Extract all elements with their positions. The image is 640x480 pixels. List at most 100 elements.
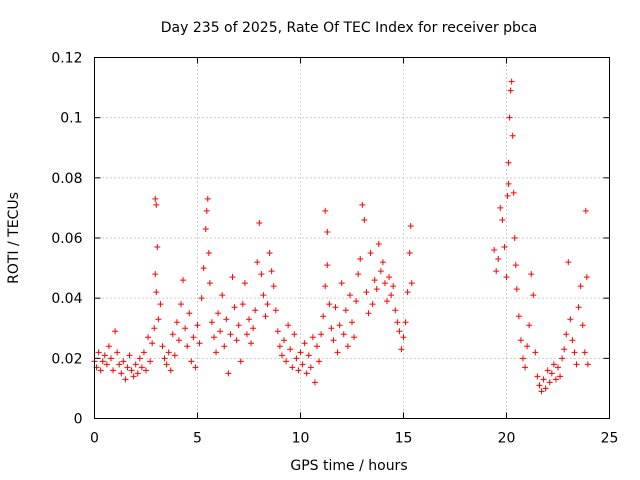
data-point xyxy=(248,340,255,347)
data-point xyxy=(524,343,531,350)
data-point xyxy=(563,331,570,338)
data-point xyxy=(377,268,384,275)
data-point xyxy=(182,325,189,332)
data-point xyxy=(381,280,388,287)
data-point xyxy=(246,316,252,323)
data-point xyxy=(503,274,510,281)
data-point xyxy=(120,358,127,365)
data-point xyxy=(501,244,508,251)
data-point xyxy=(147,358,154,365)
chart-title: Day 235 of 2025, Rate Of TEC Index for r… xyxy=(161,20,537,36)
data-point xyxy=(330,337,337,344)
data-point xyxy=(579,322,586,329)
data-point xyxy=(143,367,149,374)
data-point xyxy=(351,334,358,341)
data-point xyxy=(163,361,170,368)
data-point xyxy=(515,313,522,320)
data-points xyxy=(91,78,591,395)
data-point xyxy=(402,319,409,326)
data-point xyxy=(536,382,543,389)
data-point xyxy=(534,373,541,380)
data-point xyxy=(243,331,250,338)
data-point xyxy=(235,322,242,329)
data-point xyxy=(365,310,372,317)
data-point xyxy=(390,283,397,290)
y-tick-label: 0.08 xyxy=(51,171,82,187)
data-point xyxy=(155,316,162,323)
x-tick-label: 0 xyxy=(90,431,99,447)
data-point xyxy=(303,370,310,377)
data-point xyxy=(361,216,368,223)
data-point xyxy=(367,250,374,257)
data-point xyxy=(575,304,582,311)
grid-lines xyxy=(94,57,610,419)
data-point xyxy=(152,195,159,202)
data-point xyxy=(97,367,104,374)
data-point xyxy=(550,361,557,368)
data-point xyxy=(204,195,211,202)
data-point xyxy=(517,337,524,344)
data-point xyxy=(140,349,147,356)
data-point xyxy=(371,277,378,284)
data-point xyxy=(151,325,158,332)
data-point xyxy=(128,367,135,374)
data-point xyxy=(357,256,364,263)
data-point xyxy=(561,346,568,353)
data-point xyxy=(336,322,343,329)
data-point xyxy=(583,274,590,281)
data-point xyxy=(167,367,174,374)
data-point xyxy=(154,244,161,251)
data-point xyxy=(499,216,506,223)
data-point xyxy=(538,388,545,395)
y-tick-label: 0 xyxy=(74,412,83,428)
data-point xyxy=(349,319,355,326)
data-point xyxy=(567,316,574,323)
data-point xyxy=(145,334,152,341)
data-point xyxy=(258,271,265,278)
data-point xyxy=(188,358,195,365)
data-point xyxy=(190,334,197,341)
data-point xyxy=(239,301,246,308)
data-point xyxy=(344,343,351,350)
data-point xyxy=(493,268,500,275)
data-point xyxy=(186,310,193,317)
tick-labels: 0 5 10 15 20 25 0 0.02 0.04 0.06 0.08 0.1 0.12 xyxy=(51,51,618,447)
data-point xyxy=(512,262,519,269)
data-point xyxy=(161,355,168,362)
data-point xyxy=(233,337,240,344)
data-point xyxy=(116,361,123,368)
y-tick-label: 0.04 xyxy=(51,291,82,307)
data-point xyxy=(577,283,584,290)
data-point xyxy=(159,343,166,350)
data-point xyxy=(254,259,261,266)
data-point xyxy=(175,337,182,344)
data-point xyxy=(555,364,561,371)
data-point xyxy=(507,87,514,94)
data-point xyxy=(342,307,349,314)
data-point xyxy=(295,367,302,374)
data-point xyxy=(200,265,207,272)
data-point xyxy=(305,352,312,359)
data-point xyxy=(318,331,325,338)
data-point xyxy=(153,201,160,208)
data-point xyxy=(260,292,267,299)
data-point xyxy=(582,207,589,214)
data-point xyxy=(110,367,117,374)
data-point xyxy=(198,295,205,302)
data-point xyxy=(278,352,285,359)
data-point xyxy=(316,358,323,365)
y-tick-label: 0.02 xyxy=(51,351,82,367)
data-point xyxy=(184,343,191,350)
axis-ticks xyxy=(94,57,610,419)
data-point xyxy=(581,349,588,356)
data-point xyxy=(340,331,347,338)
data-point xyxy=(221,343,228,350)
data-point xyxy=(332,304,339,311)
data-point xyxy=(353,298,360,305)
data-point xyxy=(307,364,314,371)
data-point xyxy=(287,346,294,353)
data-point xyxy=(276,343,283,350)
data-point xyxy=(394,319,401,326)
data-point xyxy=(495,256,502,263)
x-axis-label: GPS time / hours xyxy=(290,458,407,474)
